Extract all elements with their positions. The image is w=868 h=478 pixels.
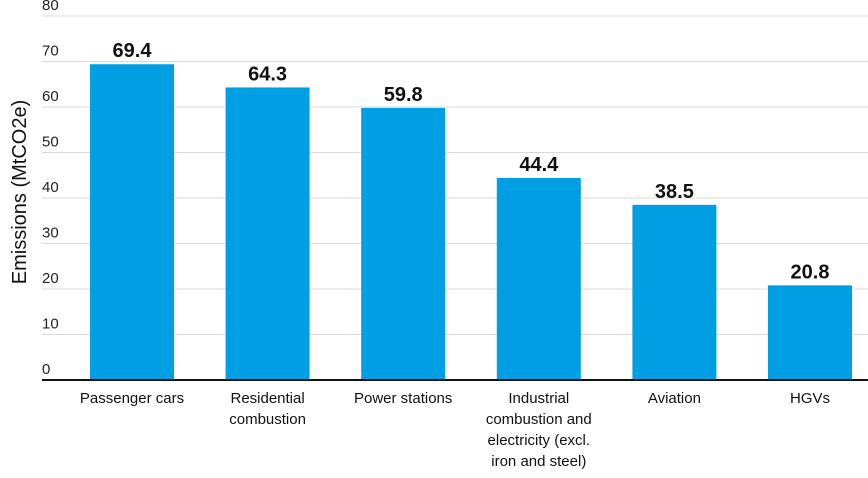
data-labels: 69.4 64.3 59.8 44.4 38.5 20.8	[113, 40, 830, 283]
category-label-line: HGVs	[790, 390, 830, 407]
category-label-line: Aviation	[648, 390, 701, 407]
category-label-line: Residential	[230, 390, 304, 407]
category-label: HGVs	[790, 390, 830, 407]
category-label: Power stations	[354, 390, 452, 407]
category-label: Residential combustion	[229, 390, 306, 428]
y-tick-label: 10	[42, 316, 59, 333]
y-axis-label: Emissions (MtCO2e)	[9, 100, 31, 284]
y-axis-ticks: 0 10 20 30 40 50 60 70 80	[42, 0, 59, 378]
bar	[496, 177, 581, 380]
category-label-line: combustion and	[486, 411, 592, 428]
bar	[632, 204, 717, 380]
y-tick-label: 40	[42, 179, 59, 196]
data-label: 64.3	[248, 63, 287, 85]
bar	[768, 285, 852, 380]
data-label: 44.4	[519, 154, 559, 176]
data-label: 20.8	[791, 261, 830, 283]
bar	[225, 87, 310, 380]
bar	[361, 107, 446, 380]
y-tick-label: 20	[42, 270, 59, 287]
category-label-line: electricity (excl.	[488, 432, 591, 449]
y-tick-label: 30	[42, 225, 59, 242]
category-label: Passenger cars	[80, 390, 184, 407]
category-label: Industrial combustion and electricity (exc…	[486, 390, 592, 470]
bar	[90, 64, 174, 380]
y-tick-label: 70	[42, 43, 59, 60]
bars	[90, 64, 852, 380]
category-label-line: combustion	[229, 411, 306, 428]
category-label-line: Industrial	[508, 390, 569, 407]
y-tick-label: 80	[42, 0, 59, 14]
data-label: 69.4	[113, 40, 153, 62]
category-labels: Passenger cars Residential combustion Power…	[80, 390, 830, 470]
data-label: 59.8	[384, 84, 423, 106]
y-tick-label: 50	[42, 134, 59, 151]
data-label: 38.5	[655, 181, 694, 203]
category-label-line: Power stations	[354, 390, 452, 407]
category-label-line: iron and steel)	[491, 453, 586, 470]
category-label-line: Passenger cars	[80, 390, 184, 407]
y-tick-label: 60	[42, 88, 59, 105]
gridlines	[42, 15, 868, 335]
category-label: Aviation	[648, 390, 701, 407]
y-tick-label: 0	[42, 361, 50, 378]
